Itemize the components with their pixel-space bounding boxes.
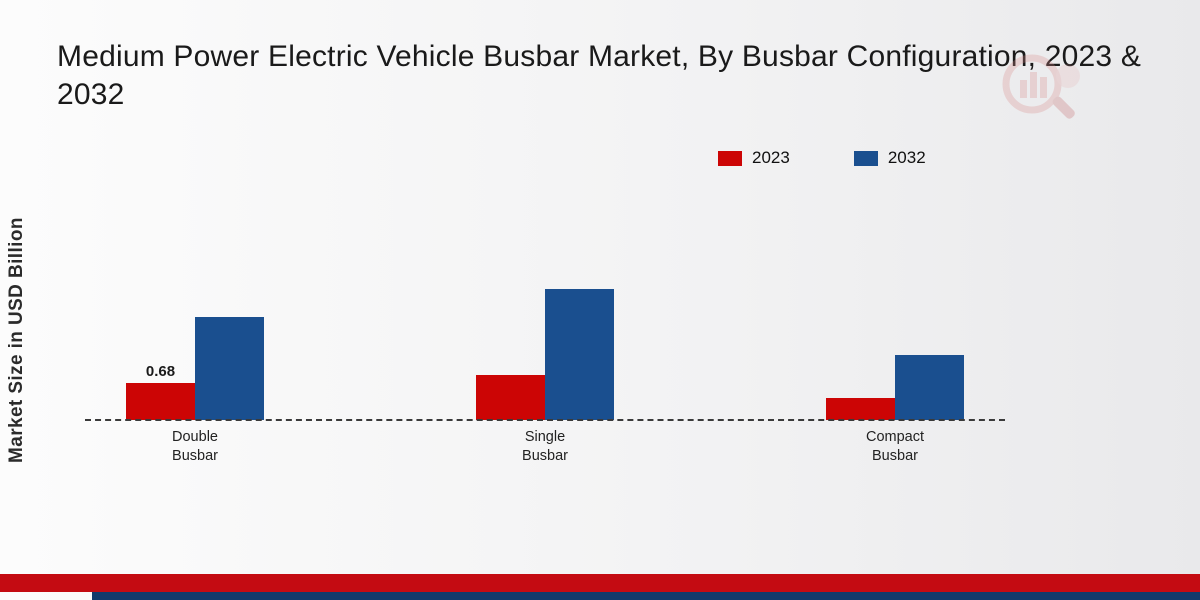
- chart-title: Medium Power Electric Vehicle Busbar Mar…: [57, 40, 1142, 111]
- bar-2023: [476, 375, 545, 420]
- magnifier-chart-icon: [1002, 54, 1080, 119]
- legend-swatch-2023: [718, 150, 742, 166]
- x-axis-category-label: Single Busbar: [522, 429, 568, 464]
- legend-swatch-2032: [853, 150, 878, 166]
- legend-label-2023: 2023: [752, 148, 790, 167]
- legend-item-2032: 2032: [853, 148, 926, 168]
- watermark-logo: [994, 50, 1082, 135]
- bar-2023: [826, 398, 895, 420]
- y-axis-label: Market Size in USD Billion: [6, 217, 27, 463]
- legend-item-2023: 2023: [718, 148, 790, 168]
- x-axis-category-label: Double Busbar: [172, 429, 218, 464]
- footer-blue-band: [92, 592, 1200, 600]
- x-axis-baseline: [85, 419, 1005, 421]
- x-axis-category-label: Compact Busbar: [865, 429, 925, 464]
- x-axis-labels: Double Busbar Single Busbar Compact Busbar: [85, 428, 1005, 478]
- bar-2032: [545, 289, 614, 420]
- bar-group: 0.68: [126, 317, 264, 420]
- plot-area: 0.68: [85, 260, 1005, 420]
- bar-2032: [895, 355, 964, 420]
- bar-2023: 0.68: [126, 363, 195, 420]
- bar-2032: [195, 317, 264, 420]
- bar-group: [826, 355, 964, 420]
- bar-value-label: 0.68: [145, 363, 176, 380]
- bar-group: [476, 289, 614, 420]
- footer-red-band: [0, 574, 1200, 592]
- legend-label-2032: 2032: [887, 148, 926, 167]
- legend: 2023 2032: [718, 148, 926, 168]
